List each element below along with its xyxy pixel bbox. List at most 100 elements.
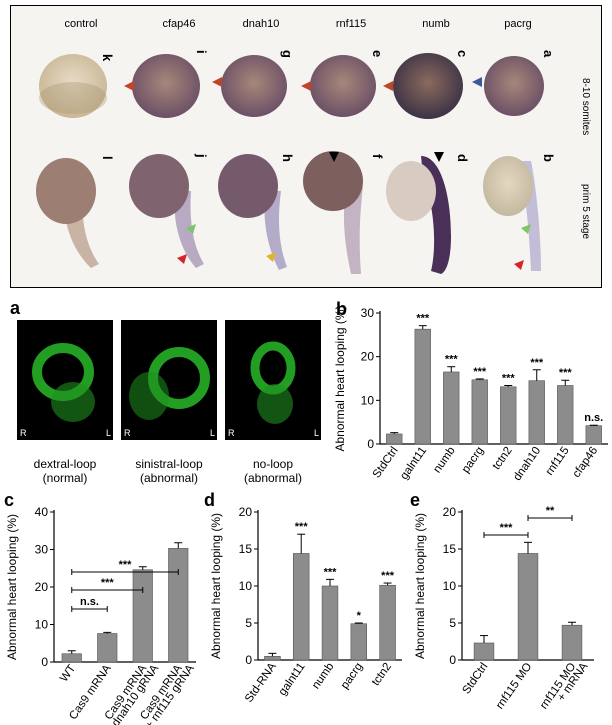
right-label: R <box>228 428 235 438</box>
bar <box>292 553 310 661</box>
chart-b: b 0 10 20 30 Abnormal heart looping (%) *** ***… <box>333 299 608 483</box>
y-tick-label: 10 <box>239 579 253 593</box>
significance-label: *** <box>559 367 573 379</box>
heart-images <box>17 320 321 440</box>
significance-label: *** <box>119 559 133 571</box>
significance-label: *** <box>500 522 514 534</box>
panel-letter: e <box>410 490 420 510</box>
x-tick-label: rnf115 MO <box>494 661 535 712</box>
subpanel-letter: b <box>541 154 556 162</box>
bar <box>557 385 574 445</box>
x-tick-label: cfap46 <box>571 445 601 480</box>
y-tick-label: 5 <box>245 616 252 630</box>
bar <box>350 623 368 661</box>
y-tick-label: 10 <box>443 579 457 593</box>
subpanel-letter: h <box>280 154 295 162</box>
panel-letter: b <box>336 299 347 319</box>
x-tick-label: galnt11 <box>398 445 429 482</box>
x-tick-label: WT <box>58 663 78 685</box>
bar <box>168 548 189 663</box>
x-tick-label: galnt11 <box>277 661 308 698</box>
bar <box>471 379 488 445</box>
y-tick-label: 40 <box>35 505 49 519</box>
y-tick-label: 30 <box>361 306 375 320</box>
bar <box>561 624 583 661</box>
x-tick-label: tctn2 <box>491 445 515 472</box>
y-tick-label: 20 <box>35 580 49 594</box>
x-tick-label: StdCtrl <box>460 661 490 697</box>
subpanel-letter: g <box>280 50 295 58</box>
bar <box>528 380 545 445</box>
embryo-row-2 <box>36 151 541 274</box>
y-tick-label: 10 <box>361 393 375 407</box>
subpanel-letter: k <box>100 54 115 62</box>
y-tick-label: 0 <box>367 437 374 451</box>
left-label: L <box>314 428 320 438</box>
left-label: L <box>210 428 216 438</box>
significance-label: *** <box>381 570 395 582</box>
embryo-images: k i g e c a <box>36 50 556 274</box>
x-tick-label: StdCtrl <box>371 445 401 481</box>
bar <box>386 433 403 445</box>
subpanel-letter: e <box>370 50 385 57</box>
subpanel-letter: j <box>194 153 209 158</box>
significance-label: *** <box>502 372 516 384</box>
subpanel-letter: l <box>100 156 115 160</box>
panel-letter: d <box>204 490 215 510</box>
left-label: L <box>106 428 112 438</box>
subpanel-letter: a <box>541 50 556 58</box>
bar <box>585 425 602 445</box>
x-tick-label: pacrg <box>460 445 486 475</box>
embryo-row-1 <box>39 53 544 119</box>
y-tick-label: 0 <box>245 653 252 667</box>
x-tick-label: dnah10 <box>511 445 543 483</box>
column-label: rnf115 <box>335 18 367 30</box>
subpanel-letter: d <box>455 154 470 162</box>
bar <box>473 642 495 661</box>
y-axis-label: Abnormal heart looping (%) <box>333 305 347 451</box>
y-tick-label: 0 <box>41 655 48 669</box>
bar <box>264 656 281 661</box>
heart-caption: no-loop (abnormal) <box>243 457 303 485</box>
subpanel-letter: f <box>370 154 385 159</box>
significance-label: *** <box>295 521 309 533</box>
subpanel-letter: c <box>455 50 470 57</box>
bar <box>500 386 517 445</box>
x-tick-label: Std-RNA <box>243 661 279 705</box>
significance-label: *** <box>324 566 338 578</box>
significance-label: ** <box>546 505 555 517</box>
bar <box>61 653 82 663</box>
bar <box>321 585 339 661</box>
y-tick-label: 0 <box>449 653 456 667</box>
column-label: pacrg <box>504 18 532 30</box>
bar <box>517 553 539 661</box>
panel-letter: c <box>4 490 14 510</box>
significance-label: *** <box>530 357 544 369</box>
y-tick-label: 15 <box>239 542 253 556</box>
y-tick-label: 30 <box>35 543 49 557</box>
significance-label: * <box>357 610 362 622</box>
significance-label: *** <box>473 366 487 378</box>
bar <box>443 371 460 445</box>
y-tick-label: 10 <box>35 618 49 632</box>
y-tick-label: 20 <box>443 505 457 519</box>
heart-caption: dextral-loop (normal) <box>33 457 97 485</box>
significance-label: *** <box>445 354 459 366</box>
significance-label: n.s. <box>584 412 603 424</box>
y-axis-label: Abnormal heart looping (%) <box>5 514 19 660</box>
y-tick-label: 20 <box>239 505 253 519</box>
right-label: R <box>124 428 131 438</box>
heart-caption: sinistral-loop (abnormal) <box>135 457 203 485</box>
x-tick-label: rnf115 <box>544 445 572 478</box>
chart-c: c 0 10 20 30 40 Abnormal heart looping (%) n.s.… <box>4 490 197 725</box>
column-label: control <box>64 18 98 30</box>
bar <box>97 633 118 663</box>
x-tick-label: numb <box>310 661 336 691</box>
bar <box>132 569 153 663</box>
x-tick-label: numb <box>431 445 457 475</box>
y-axis-label: Abnormal heart looping (%) <box>209 513 223 659</box>
y-tick-label: 15 <box>443 542 457 556</box>
